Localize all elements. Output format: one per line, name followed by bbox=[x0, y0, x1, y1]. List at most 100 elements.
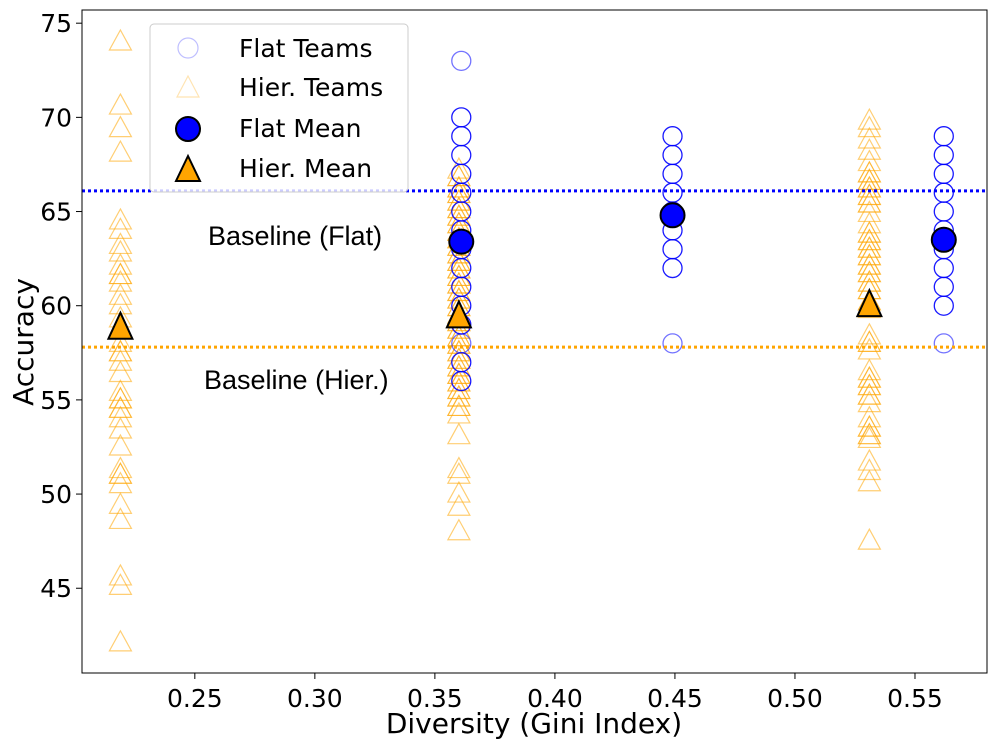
hier-team-point bbox=[108, 115, 133, 138]
flat-team-point bbox=[662, 163, 683, 185]
hier-team-point bbox=[108, 379, 133, 401]
baseline-hier-label: Baseline (Hier.) bbox=[204, 365, 389, 395]
flat-team-point bbox=[451, 370, 472, 392]
flat-team-point bbox=[933, 144, 954, 166]
hier-team-point bbox=[857, 107, 882, 130]
y-tick-label: 50 bbox=[40, 480, 72, 509]
hier-team-point bbox=[108, 207, 133, 230]
y-tick-label: 70 bbox=[40, 103, 72, 132]
hier-team-point bbox=[446, 480, 471, 503]
hier-team-point bbox=[446, 203, 471, 226]
legend-flat-mean-marker bbox=[175, 116, 201, 142]
x-tick-label: 0.55 bbox=[887, 684, 943, 713]
flat-team-point bbox=[662, 333, 683, 354]
hier-team-point bbox=[857, 138, 882, 160]
hier-team-point bbox=[857, 183, 882, 206]
flat-team-point bbox=[662, 144, 683, 166]
hier-team-point bbox=[857, 527, 882, 550]
hier-team-point bbox=[857, 337, 882, 360]
hier-team-point bbox=[108, 456, 133, 479]
x-tick-label: 0.30 bbox=[287, 684, 343, 713]
hier-team-point bbox=[108, 573, 133, 595]
hier-team-point bbox=[108, 405, 133, 428]
hier-team-point bbox=[857, 373, 882, 396]
legend-flat-teams-label: Flat Teams bbox=[239, 34, 373, 63]
y-tick-label: 55 bbox=[40, 386, 72, 415]
hier-team-point bbox=[108, 283, 133, 305]
hier-team-point bbox=[108, 217, 133, 239]
hier-team-point bbox=[446, 249, 471, 271]
hier-mean-point bbox=[445, 299, 473, 329]
hier-team-point bbox=[108, 28, 133, 51]
hier-team-point bbox=[857, 365, 882, 388]
legend-hier-mean-label: Hier. Mean bbox=[239, 154, 372, 183]
hier-team-point bbox=[446, 362, 471, 385]
hier-team-point bbox=[446, 377, 471, 400]
hier-team-point bbox=[857, 211, 882, 234]
hier-team-point bbox=[108, 139, 133, 162]
hier-team-point bbox=[446, 164, 471, 187]
hier-team-point bbox=[857, 220, 882, 243]
hier-team-point bbox=[446, 196, 471, 219]
y-tick-label: 75 bbox=[40, 9, 72, 38]
legend-box bbox=[149, 23, 409, 193]
hier-team-point bbox=[446, 384, 471, 407]
flat-team-point bbox=[933, 163, 954, 185]
flat-team-point bbox=[662, 182, 683, 203]
hier-team-point bbox=[108, 492, 133, 514]
flat-mean-point bbox=[930, 226, 957, 253]
hier-team-point bbox=[108, 507, 133, 530]
hier-team-point bbox=[857, 382, 882, 405]
hier-team-point bbox=[108, 629, 133, 652]
legend: Flat Teams Hier. Teams Flat Mean Hier. M… bbox=[149, 23, 409, 193]
flat-team-point bbox=[933, 182, 954, 203]
baselines bbox=[82, 189, 987, 349]
hier-team-point bbox=[108, 269, 133, 292]
flat-team-point bbox=[662, 126, 683, 147]
hier-team-point bbox=[446, 188, 471, 211]
hier-team-point bbox=[857, 358, 882, 381]
legend-flat-mean-label: Flat Mean bbox=[239, 114, 362, 143]
hier-team-point bbox=[857, 252, 882, 275]
hier-team-point bbox=[446, 394, 471, 417]
x-axis-ticks: 0.25 0.30 0.35 0.40 0.45 0.50 0.55 bbox=[167, 673, 943, 713]
legend-hier-teams-marker bbox=[176, 74, 200, 98]
x-tick-label: 0.35 bbox=[407, 684, 463, 713]
hier-team-point bbox=[446, 156, 471, 179]
hier-team-point bbox=[857, 235, 882, 258]
hier-team-point bbox=[857, 426, 882, 449]
hier-team-point bbox=[446, 324, 471, 347]
hier-team-point bbox=[108, 416, 133, 439]
flat-team-point bbox=[933, 295, 954, 316]
hier-team-point bbox=[857, 115, 882, 138]
hier-team-point bbox=[857, 422, 882, 445]
flat-team-point bbox=[933, 333, 954, 354]
baseline-flat-label: Baseline (Flat) bbox=[208, 221, 382, 251]
hier-team-point bbox=[857, 330, 882, 352]
flat-team-point bbox=[451, 126, 472, 147]
hier-team-point bbox=[857, 126, 882, 149]
hier-mean-point bbox=[106, 310, 134, 340]
x-tick-label: 0.25 bbox=[167, 684, 223, 713]
hier-team-point bbox=[857, 390, 882, 413]
hier-team-point bbox=[857, 228, 882, 251]
hier-team-point bbox=[446, 518, 471, 541]
hier-team-point bbox=[857, 243, 882, 266]
flat-team-point bbox=[451, 107, 472, 128]
legend-hier-mean-marker bbox=[174, 153, 202, 182]
hier-team-point bbox=[857, 168, 882, 191]
y-tick-label: 45 bbox=[40, 574, 72, 603]
hier-team-point bbox=[108, 232, 133, 255]
hier-team-point bbox=[108, 563, 133, 586]
hier-team-point bbox=[108, 252, 133, 275]
y-tick-label: 60 bbox=[40, 292, 72, 321]
hier-team-point bbox=[446, 494, 471, 516]
hier-team-point bbox=[108, 348, 133, 371]
hier-team-point bbox=[446, 461, 471, 484]
mean-marks bbox=[106, 202, 957, 340]
flat-team-point bbox=[933, 126, 954, 147]
hier-team-point bbox=[857, 414, 882, 437]
y-tick-label: 65 bbox=[40, 198, 72, 227]
hier-team-point bbox=[446, 347, 471, 369]
